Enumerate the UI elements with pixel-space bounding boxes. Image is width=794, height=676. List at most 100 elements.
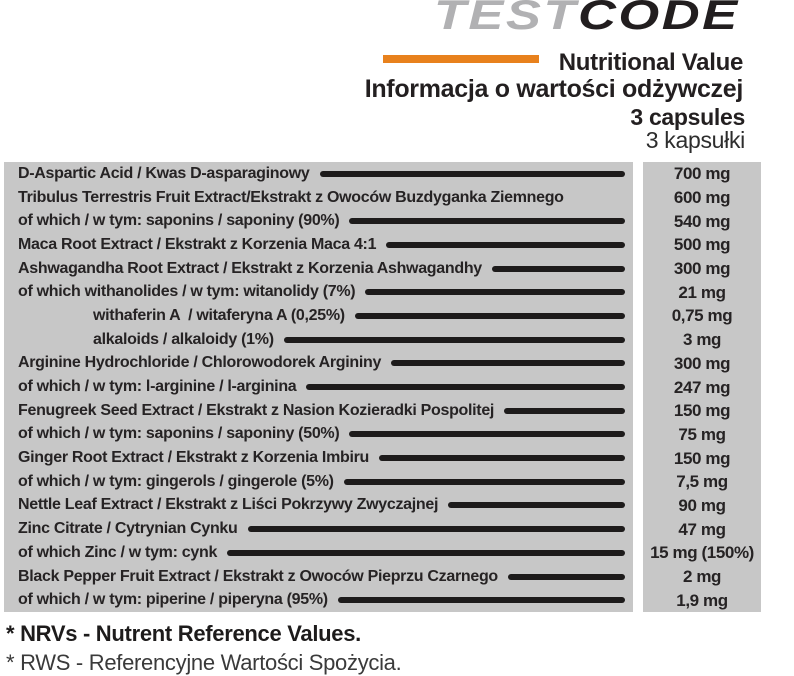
amount-cell: 90 mg [643,493,761,518]
table-row: of which / w tym: gingerols / gingerole … [4,469,761,494]
serving-size-pl: 3 kapsułki [645,127,746,153]
amount-cell: 150 mg [643,446,761,470]
ingredient-label: alkaloids / alkaloidy (1%) [93,330,274,348]
table-row: of which / w tym: piperine / piperyna (9… [4,588,761,613]
ingredient-cell: Tribulus Terrestris Fruit Extract/Ekstra… [4,185,633,210]
leader-line [365,289,625,296]
ingredient-label: Black Pepper Fruit Extract / Ekstrakt z … [18,567,498,585]
amount-value: 500 mg [673,235,731,255]
ingredient-cell: of which / w tym: piperine / piperyna (9… [4,588,633,613]
amount-value: 21 mg [678,282,726,302]
column-divider [633,446,643,470]
column-divider [633,469,643,494]
ingredient-cell: Zinc Citrate / Cytrynian Cynku [4,517,633,541]
ingredient-cell: Fenugreek Seed Extract / Ekstrakt z Nasi… [4,398,633,423]
leader-line [349,431,625,438]
leader-line [391,360,625,367]
leader-line [491,265,625,272]
serving-size-en: 3 capsules [630,104,745,130]
ingredient-cell: Ashwagandha Root Extract / Ekstrakt z Ko… [4,256,633,281]
column-divider [633,162,643,186]
column-divider [633,588,643,613]
amount-value: 700 mg [673,164,731,184]
amount-cell: 300 mg [643,256,761,281]
ingredient-cell: of which Zinc / w tym: cynk [4,541,633,565]
column-divider [633,541,643,565]
accent-bar [383,55,539,63]
ingredient-cell: Ginger Root Extract / Ekstrakt z Korzeni… [4,446,633,470]
ingredient-label: Zinc Citrate / Cytrynian Cynku [18,520,238,538]
table-row: Ginger Root Extract / Ekstrakt z Korzeni… [4,446,761,470]
ingredient-label: withaferin A / witaferyna A (0,25%) [93,306,345,324]
amount-cell: 150 mg [643,398,761,423]
leader-line [319,170,625,177]
column-divider [633,185,643,210]
column-divider [633,564,643,589]
table-row: Maca Root Extract / Ekstrakt z Korzenia … [4,233,761,257]
leader-line [504,407,625,414]
leader-line [354,312,625,319]
title-informacja: Informacja o wartości odżywczej [364,75,744,103]
ingredient-cell: of which withanolides / w tym: witanolid… [4,280,633,305]
ingredient-label: Maca Root Extract / Ekstrakt z Korzenia … [18,235,377,253]
footnote-rws: * RWS - Referencyjne Wartości Spożycia. [6,650,402,675]
amount-value: 247 mg [673,377,731,397]
ingredient-label: Ashwagandha Root Extract / Ekstrakt z Ko… [18,259,482,277]
amount-cell: 700 mg [643,162,761,186]
leader-line [227,549,625,556]
amount-value: 600 mg [673,188,731,208]
leader-line [337,597,625,604]
leader-line [386,241,625,248]
amount-cell: 75 mg [643,422,761,447]
amount-value: 150 mg [673,401,731,421]
table-row: of which Zinc / w tym: cynk 15 mg (150%) [4,541,761,565]
column-divider [633,375,643,399]
amount-cell: 15 mg (150%) [643,541,761,565]
column-divider [633,493,643,518]
column-divider [633,517,643,541]
table-row: Tribulus Terrestris Fruit Extract/Ekstra… [4,185,761,210]
table-row: Nettle Leaf Extract / Ekstrakt z Liści P… [4,493,761,518]
table-row: alkaloids / alkaloidy (1%) 3 mg [4,327,761,352]
amount-value: 90 mg [678,495,726,515]
leader-line [379,455,625,462]
ingredient-cell: Black Pepper Fruit Extract / Ekstrakt z … [4,564,633,589]
leader-line [448,502,625,509]
table-row: Arginine Hydrochloride / Chlorowodorek A… [4,351,761,376]
ingredient-label: of which Zinc / w tym: cynk [18,543,218,561]
table-row: of which / w tym: saponins / saponiny (5… [4,422,761,447]
leader-line [343,478,625,485]
leader-line [283,336,625,343]
amount-cell: 540 mg [643,209,761,234]
amount-value: 15 mg (150%) [650,543,754,563]
amount-cell: 7,5 mg [643,469,761,494]
ingredient-label: Nettle Leaf Extract / Ekstrakt z Liści P… [18,496,439,514]
column-divider [633,304,643,328]
ingredient-cell: Arginine Hydrochloride / Chlorowodorek A… [4,351,633,376]
ingredient-label: Arginine Hydrochloride / Chlorowodorek A… [18,354,382,372]
ingredient-label: D-Aspartic Acid / Kwas D-asparaginowy [18,164,310,182]
table-row: D-Aspartic Acid / Kwas D-asparaginowy 70… [4,162,761,186]
ingredient-label: Tribulus Terrestris Fruit Extract/Ekstra… [18,188,564,206]
column-divider [633,351,643,376]
ingredient-label: of which / w tym: saponins / saponiny (9… [18,212,340,230]
amount-cell: 1,9 mg [643,588,761,613]
ingredient-cell: Maca Root Extract / Ekstrakt z Korzenia … [4,233,633,257]
amount-cell: 47 mg [643,517,761,541]
column-divider [633,398,643,423]
amount-value: 1,9 mg [676,590,728,610]
amount-value: 2 mg [682,567,722,587]
amount-value: 540 mg [673,211,731,231]
table-row: Zinc Citrate / Cytrynian Cynku 47 mg [4,517,761,541]
amount-cell: 2 mg [643,564,761,589]
amount-value: 3 mg [682,330,722,350]
title-nutritional-value: Nutritional Value [558,49,744,76]
ingredient-label: of which withanolides / w tym: witanolid… [18,283,356,301]
table-row: Ashwagandha Root Extract / Ekstrakt z Ko… [4,256,761,281]
amount-value: 7,5 mg [676,472,728,492]
leader-line [349,218,625,225]
amount-value: 47 mg [678,519,726,539]
amount-cell: 500 mg [643,233,761,257]
amount-cell: 3 mg [643,327,761,352]
leader-line [507,573,625,580]
